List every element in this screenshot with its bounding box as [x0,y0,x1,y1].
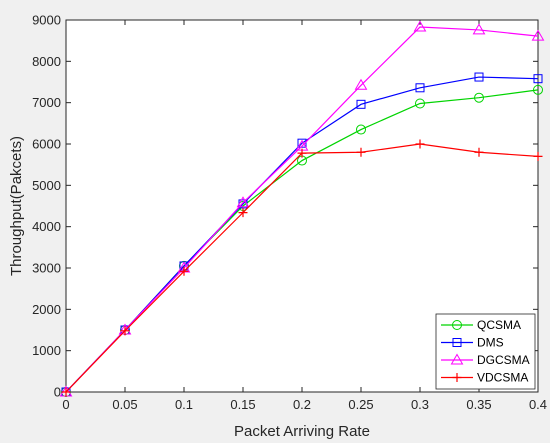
y-tick-label: 4000 [32,219,61,234]
x-tick-label: 0.25 [348,397,373,412]
legend: QCSMA DMS DGCSMA VDCSMA [435,313,536,390]
y-tick-label: 8000 [32,54,61,69]
data-point-dms [533,74,543,84]
y-axis-label: Throughput(Pakcets) [8,136,25,276]
data-point-dms [415,83,425,93]
x-axis-label: Packet Arriving Rate [234,423,370,440]
data-point-dgcsma [354,78,368,90]
series-line-dgcsma [65,26,539,393]
x-tick-label: 0.2 [293,397,311,412]
legend-label-qcsma: QCSMA [477,318,521,332]
data-point-vdcsma [415,139,425,149]
legend-marker-vdcsma [452,373,462,382]
data-point-vdcsma [474,147,484,157]
y-tick-label: 5000 [32,178,61,193]
data-point-vdcsma [533,151,543,161]
data-point-dgcsma [472,23,486,35]
y-tick-label: 1000 [32,343,61,358]
x-tick-label: 0.3 [411,397,429,412]
x-tick-label: 0.1 [175,397,193,412]
data-point-dms [297,138,307,148]
data-point-dgcsma [531,29,545,41]
x-tick-label: 0.15 [230,397,255,412]
legend-marker-qcsma [452,320,462,330]
data-point-vdcsma [61,387,71,397]
legend-marker-dms [452,338,462,347]
x-tick-label: 0 [62,397,69,412]
data-point-qcsma [474,92,484,103]
y-tick-label: 7000 [32,95,61,110]
data-point-vdcsma [238,208,248,218]
data-point-vdcsma [297,148,307,158]
data-point-qcsma [356,124,366,135]
data-point-vdcsma [120,326,130,336]
data-point-qcsma [533,84,543,95]
x-tick-label: 0.35 [466,397,491,412]
data-point-dms [474,72,484,82]
legend-label-vdcsma: VDCSMA [477,371,528,385]
data-point-dgcsma [413,20,427,32]
legend-label-dgcsma: DGCSMA [477,353,530,367]
data-point-qcsma [415,98,425,109]
x-tick-label: 0.4 [529,397,547,412]
data-point-vdcsma [179,266,189,276]
legend-marker-dgcsma [450,353,464,365]
y-tick-label: 6000 [32,137,61,152]
data-point-dgcsma [236,196,250,208]
y-tick-label: 2000 [32,302,61,317]
y-tick-label: 0 [54,385,61,400]
data-point-vdcsma [356,147,366,157]
legend-label-dms: DMS [477,336,504,350]
y-tick-label: 9000 [32,13,61,28]
data-point-dms [356,99,366,109]
y-tick-label: 3000 [32,261,61,276]
series-vdcsma [61,139,543,397]
x-tick-label: 0.05 [112,397,137,412]
